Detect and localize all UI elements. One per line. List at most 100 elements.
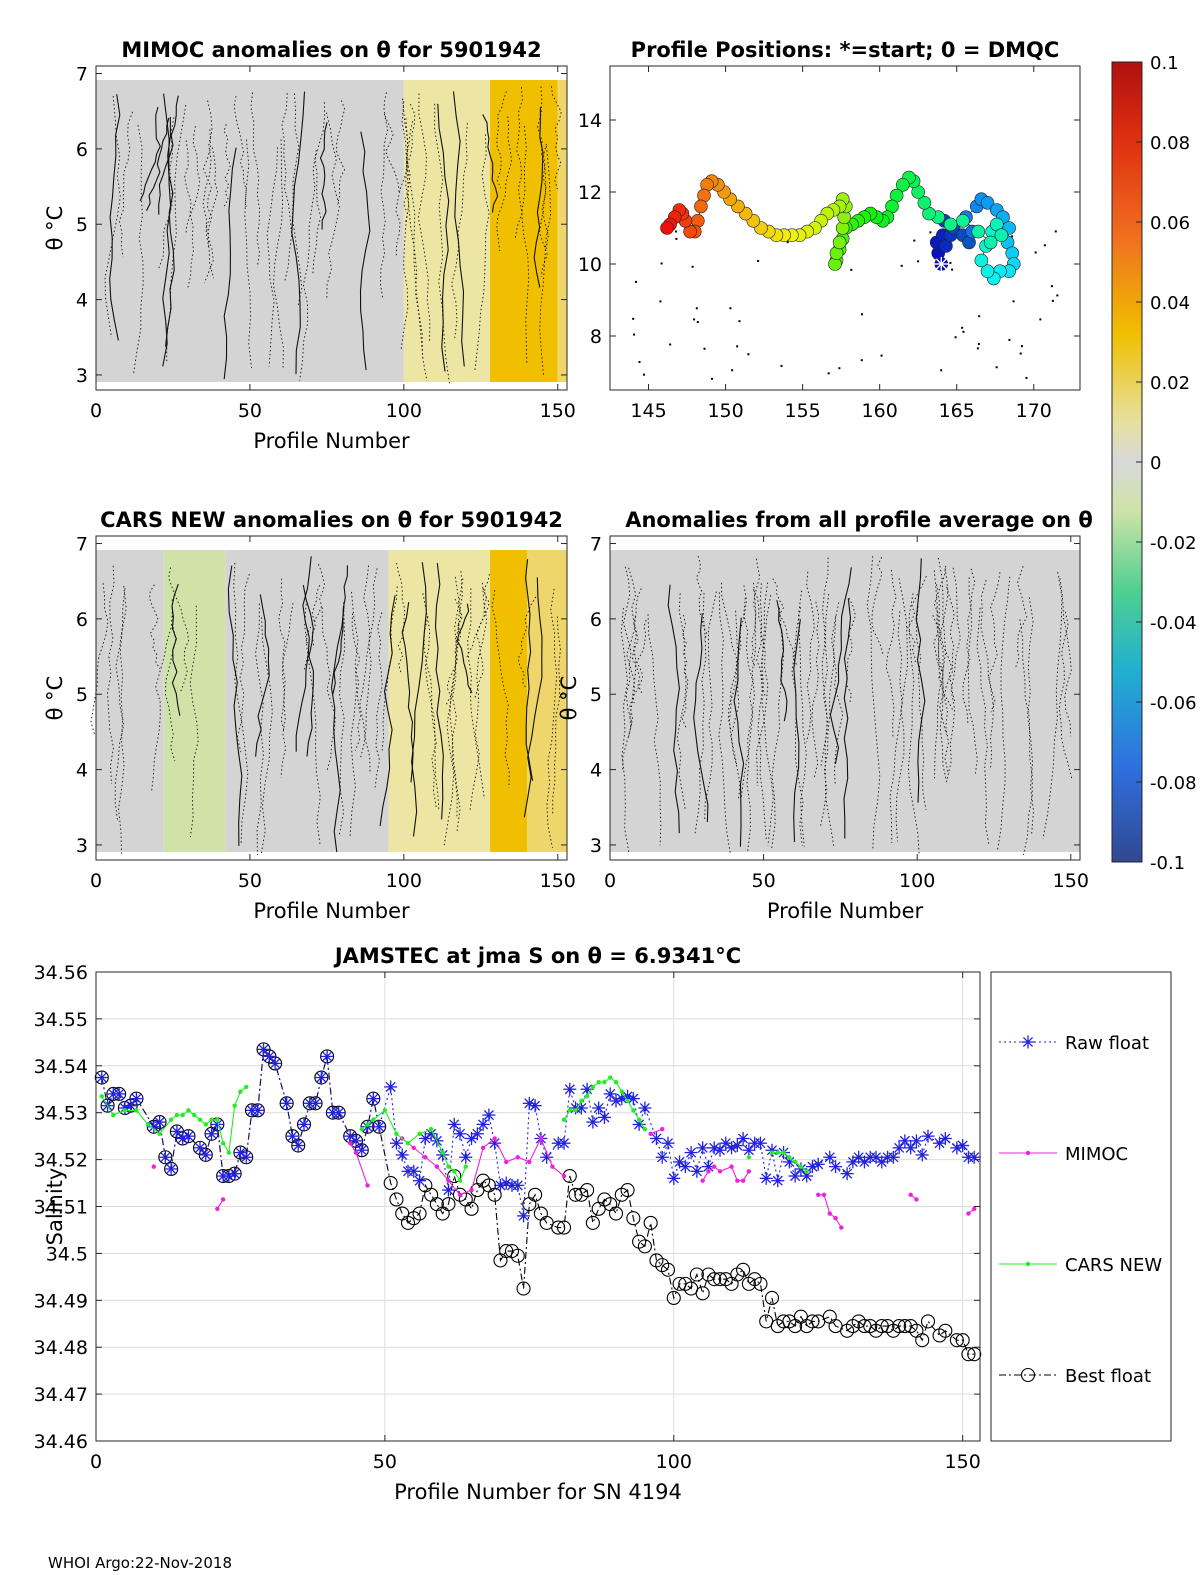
star-marker — [680, 1161, 691, 1172]
contour-dotted — [628, 567, 637, 729]
circle-marker — [736, 1262, 751, 1277]
star-marker — [564, 1084, 575, 1095]
coastline-speck — [1043, 244, 1046, 247]
contour-dotted — [104, 95, 121, 338]
contour-dotted — [798, 590, 807, 847]
star-marker — [593, 1102, 604, 1114]
dot-marker — [359, 1126, 364, 1132]
circle-marker — [753, 1276, 768, 1291]
coastline-speck — [1008, 338, 1011, 341]
circle-marker — [915, 1333, 930, 1348]
x-tick-label: 0 — [90, 870, 102, 892]
contour-dotted — [833, 616, 844, 784]
contour-solid — [109, 94, 121, 341]
coastline-speck — [900, 264, 903, 267]
contour-solid — [482, 114, 499, 213]
x-tick-label: 150 — [540, 870, 576, 892]
dot-marker — [573, 1108, 578, 1113]
contour-dotted — [967, 577, 978, 777]
contour-dotted — [761, 582, 774, 846]
anomaly-band — [557, 80, 567, 382]
y-tick-label: 34.5 — [46, 1243, 88, 1265]
contour-solid — [302, 584, 314, 757]
coastline-speck — [976, 347, 979, 350]
y-tick-label: 5 — [590, 684, 602, 706]
star-marker — [582, 1084, 593, 1095]
contour-dotted — [620, 607, 630, 854]
dot-marker — [469, 1187, 474, 1193]
contour-dotted — [496, 116, 513, 252]
coastline-speck — [729, 307, 732, 310]
star-marker — [743, 1145, 754, 1156]
contour-dotted — [149, 584, 161, 670]
dot-marker — [613, 1080, 619, 1085]
coastline-speck — [1056, 294, 1059, 297]
contour-dotted — [696, 556, 708, 641]
contour-solid — [162, 93, 172, 367]
coastline-speck — [850, 268, 853, 271]
coastline-speck — [1054, 230, 1057, 233]
anomaly-band — [96, 80, 404, 382]
star-marker — [847, 1156, 858, 1168]
star-marker — [96, 1072, 107, 1083]
dot-marker — [908, 1192, 913, 1197]
contour-dotted — [791, 607, 804, 846]
dot-marker — [145, 1122, 151, 1127]
star-marker — [922, 1131, 934, 1142]
star-marker — [790, 1170, 801, 1182]
dot-marker — [134, 1108, 139, 1113]
contour-dotted — [1042, 572, 1063, 839]
star-marker — [576, 1102, 587, 1114]
star-marker — [917, 1149, 928, 1160]
star-marker — [194, 1142, 206, 1153]
chart-title: JAMSTEC at jma S on θ = 6.9341°C — [333, 944, 741, 968]
chart-title: CARS NEW anomalies on θ for 5901942 — [100, 508, 563, 532]
circle-marker — [707, 1272, 722, 1287]
x-tick-label: 170 — [1016, 400, 1052, 422]
coastline-speck — [634, 280, 637, 283]
contour-dotted — [819, 602, 840, 828]
star-marker — [951, 1142, 962, 1153]
x-tick-label: 165 — [939, 400, 975, 422]
axes-frame — [95, 535, 568, 861]
circle-marker — [660, 1262, 676, 1277]
star-marker — [541, 1152, 552, 1163]
dot-marker — [735, 1178, 740, 1183]
star-marker — [437, 1149, 448, 1160]
star-marker — [824, 1152, 835, 1163]
y-tick-label: 7 — [76, 534, 88, 556]
coastline-speck — [977, 343, 980, 346]
star-marker — [714, 1145, 726, 1156]
dot-marker — [642, 1126, 648, 1132]
dot-marker — [480, 1145, 486, 1151]
contour-dotted — [202, 129, 213, 247]
legend-item: Best float — [999, 1366, 1151, 1387]
dot-marker — [457, 1192, 463, 1197]
contour-dotted — [932, 615, 954, 711]
circle-marker — [383, 1176, 398, 1191]
contour-dotted — [473, 588, 488, 700]
star-marker — [610, 1095, 622, 1107]
contour-dotted — [325, 112, 340, 301]
dot-marker — [550, 1164, 555, 1169]
dot-marker — [226, 1150, 232, 1155]
contour-dotted — [806, 571, 815, 743]
contour-dotted — [676, 593, 687, 810]
contour-solid — [171, 583, 181, 716]
dot-marker — [579, 1098, 584, 1104]
profile-position — [971, 224, 986, 239]
dot-marker — [631, 1108, 636, 1113]
star-marker — [766, 1145, 778, 1156]
dot-marker — [417, 1131, 422, 1137]
contour-dotted — [746, 582, 756, 852]
contour-dotted — [451, 576, 462, 818]
y-tick-label: 34.54 — [34, 1056, 88, 1078]
contour-dotted — [980, 579, 994, 771]
profile-position — [917, 196, 932, 210]
star-marker — [639, 1102, 650, 1114]
contour-dotted — [233, 562, 249, 845]
chart-title: Anomalies from all profile average on θ — [625, 508, 1093, 532]
star-marker — [524, 1098, 535, 1109]
x-tick-label: 50 — [238, 400, 262, 422]
star-marker — [183, 1131, 194, 1142]
